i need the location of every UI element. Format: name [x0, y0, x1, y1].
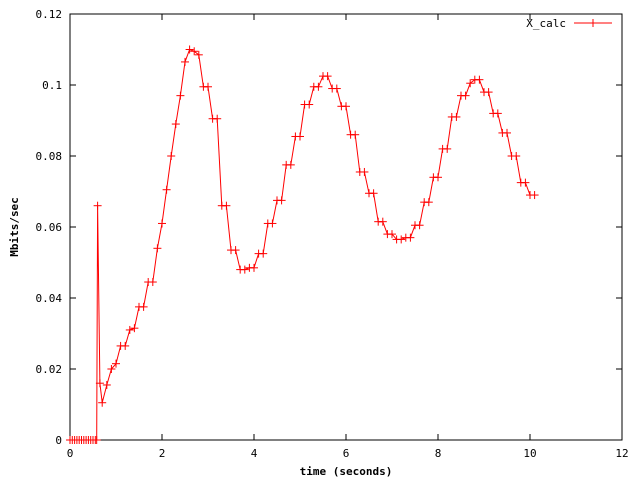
data-point: [415, 221, 424, 230]
x-tick-label: 2: [159, 447, 166, 460]
data-point: [185, 45, 194, 54]
data-point: [158, 219, 166, 228]
data-point: [452, 112, 461, 121]
data-point: [443, 144, 452, 153]
data-point: [98, 398, 107, 407]
y-tick-label: 0.04: [36, 292, 63, 305]
data-point: [231, 246, 240, 255]
data-point: [512, 152, 521, 160]
x-tick-label: 12: [615, 447, 628, 460]
data-point: [190, 47, 199, 56]
legend-line-sample: [574, 19, 612, 27]
y-tick-label: 0.06: [36, 221, 63, 234]
data-point: [222, 201, 231, 210]
data-point: [92, 436, 101, 444]
data-point: [181, 57, 189, 66]
data-point: [461, 91, 470, 100]
data-point: [268, 219, 277, 228]
data-point: [530, 191, 539, 200]
tick-marks: [69, 13, 623, 441]
legend: X_calc: [526, 17, 612, 30]
data-point: [305, 100, 314, 109]
y-tick-label: 0: [55, 434, 62, 447]
y-tick-label: 0.02: [36, 363, 63, 376]
data-point: [484, 88, 493, 97]
data-point: [521, 178, 530, 187]
y-tick-label: 0.1: [42, 79, 62, 92]
y-tick-label: 0.12: [36, 8, 63, 21]
data-point: [125, 325, 134, 334]
x-tick-label: 4: [251, 447, 258, 460]
data-point: [213, 114, 222, 123]
data-point: [194, 50, 203, 59]
data-point: [176, 91, 185, 100]
data-point: [121, 341, 130, 350]
data-point: [139, 302, 148, 311]
data-point: [406, 233, 415, 242]
data-point: [296, 132, 304, 141]
data-point: [332, 84, 341, 93]
data-point: [503, 128, 511, 137]
data-point: [397, 235, 406, 244]
legend-label: X_calc: [526, 17, 566, 30]
data-point: [378, 217, 387, 226]
x-tick-label: 8: [435, 447, 442, 460]
y-axis-title: Mbits/sec: [8, 197, 21, 257]
data-point: [286, 160, 295, 169]
data-point: [314, 82, 323, 91]
data-point: [323, 72, 332, 81]
x-tick-label: 6: [343, 447, 350, 460]
x-axis-title: time (seconds): [300, 465, 393, 478]
x-axis-tick-labels: 0 2 4 6 8 10 12: [67, 447, 629, 460]
data-point: [493, 109, 502, 118]
x-tick-label: 10: [523, 447, 536, 460]
data-point: [112, 359, 120, 368]
data-point: [240, 265, 249, 274]
data-point: [93, 201, 102, 210]
data-point: [434, 173, 442, 182]
data-point: [148, 278, 157, 287]
data-point: [95, 379, 104, 388]
data-point: [250, 263, 258, 272]
data-point: [259, 249, 268, 258]
data-point: [107, 365, 116, 373]
data-point: [342, 102, 350, 111]
x-tick-label: 0: [67, 447, 74, 460]
data-point: [424, 198, 433, 207]
data-point: [351, 130, 360, 139]
data-point: [162, 185, 171, 194]
data-point: [153, 244, 162, 253]
series-line: [70, 48, 535, 441]
y-tick-label: 0.08: [36, 150, 63, 163]
data-point: [475, 75, 484, 84]
data-point: [204, 82, 212, 91]
data-point: [388, 230, 396, 239]
data-point: [369, 189, 378, 198]
data-point: [277, 196, 286, 205]
data-point: [130, 324, 139, 333]
series-group: [66, 45, 539, 444]
data-point: [360, 167, 369, 176]
data-point: [102, 380, 111, 389]
data-point: [466, 79, 475, 88]
data-point: [171, 120, 180, 129]
data-point: [167, 152, 176, 160]
y-axis-tick-labels: 0 0.02 0.04 0.06 0.08 0.1 0.12: [36, 8, 63, 447]
